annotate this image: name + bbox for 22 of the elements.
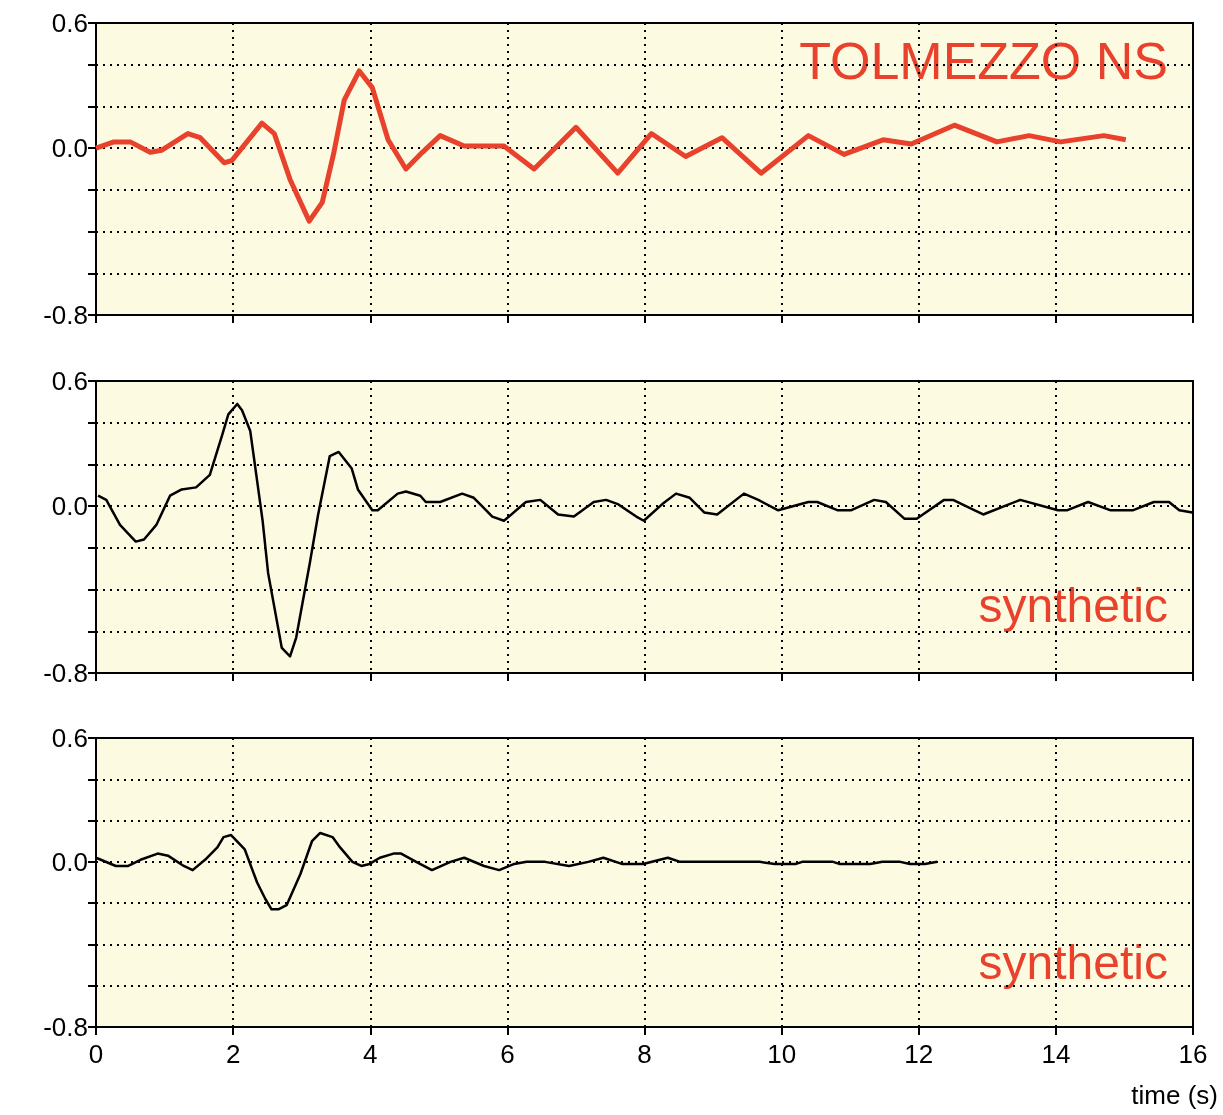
x-tick-label: 6 [500,1039,515,1069]
y-tick-label: 0.0 [51,846,88,877]
y-tick-label: -0.8 [43,300,88,330]
x-tick-label: 2 [225,1039,241,1069]
annotation: synthetic [978,935,1168,989]
y-tick-label: 0.0 [51,133,88,164]
x-tick-label: 8 [637,1039,652,1069]
annotation: synthetic [978,578,1168,632]
y-tick-label: -0.8 [43,658,88,688]
x-tick-label: 14 [1041,1039,1071,1069]
y-tick-label: 0.6 [51,366,88,396]
y-tick-label: -0.8 [43,1012,88,1042]
x-tick-label: 16 [1178,1039,1208,1069]
y-tick-label: 0.6 [51,723,88,753]
annotation: TOLMEZZO NS [799,32,1169,90]
x-tick-label: 0 [88,1039,104,1069]
x-axis-title: time (s) [1131,1080,1219,1110]
x-tick-label: 12 [904,1039,934,1069]
y-tick-label: 0.6 [51,8,88,38]
y-tick-label: 0.0 [51,491,88,522]
x-tick-label: 4 [363,1039,378,1069]
x-tick-label: 10 [767,1039,797,1069]
